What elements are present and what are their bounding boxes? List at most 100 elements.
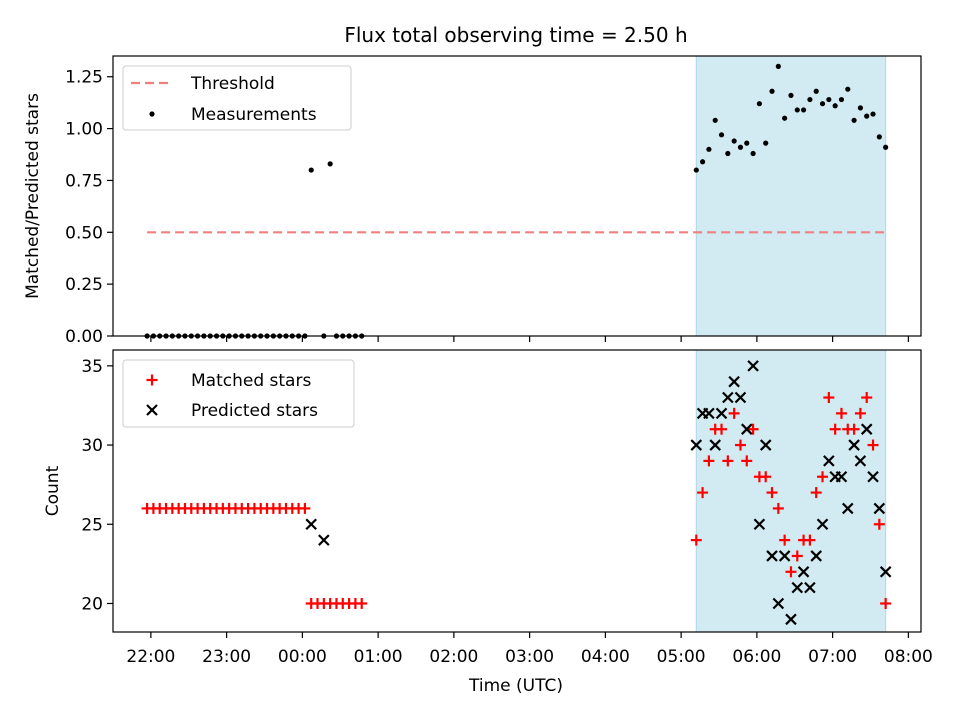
matched-star-point [861,392,873,404]
measurement-point [763,140,769,146]
measurement-point [731,138,737,144]
matched-star-point [848,423,860,435]
measurement-point [845,86,851,92]
predicted-star-point [772,597,785,610]
x-tick-label: 23:00 [202,647,251,667]
legend-predicted-label: Predicted stars [191,401,318,421]
predicted-star-point [816,518,829,531]
matched-star-point [829,423,841,435]
predicted-star-point [879,566,892,578]
measurement-point [851,117,857,123]
measurement-point [794,107,800,113]
predicted-star-point [753,518,766,531]
matched-star-point [356,597,368,609]
x-tick-label: 03:00 [505,647,554,667]
measurements-series [144,63,889,339]
matched-star-point [823,392,835,404]
measurement-point [308,167,314,173]
measurement-point [864,113,870,119]
y-tick-label: 0.50 [65,223,103,243]
measurement-point [883,144,889,150]
legend-box [122,65,352,131]
predicted-star-point [722,391,734,404]
matched-star-point [299,502,311,514]
predicted-star-point [810,550,822,562]
matched-star-point [791,550,803,562]
observing-span-shade [695,349,887,633]
matched-star-point [747,423,759,435]
predicted-star-point [709,439,721,451]
matched-star-point [880,597,892,609]
matched-star-point [867,439,879,451]
predicted-star-point [791,581,804,594]
predicted-star-point [785,613,797,626]
chart-title: Flux total observing time = 2.50 h [344,23,687,47]
matched-star-point [854,407,866,419]
y-tick-label: 30 [81,436,103,456]
legend-box [122,359,355,428]
count-series [141,360,892,626]
measurement-point [327,161,333,167]
predicted-star-point [797,566,810,578]
count-y-label: Count [43,465,63,516]
predicted-star-point [848,439,860,451]
legend-predicted-swatch [146,404,158,416]
matched-star-point [804,534,816,546]
x-tick-label: 07:00 [808,647,857,667]
predicted-star-point [778,550,791,562]
measurement-point [813,88,819,94]
x-tick-label: 01:00 [354,647,403,667]
y-tick-label: 1.00 [65,120,103,140]
x-tick-label: 05:00 [657,647,706,667]
matched-star-point [873,518,885,530]
predicted-star-point [715,407,728,420]
count-panel-frame [112,349,922,633]
y-tick-label: 25 [81,515,103,535]
matched-star-point [722,455,734,467]
measurement-point [769,88,775,94]
predicted-star-point [318,534,330,546]
count-panel: 20 25 30 35 22:00 23:00 00:00 01:00 02:00 03:00 0… [43,349,933,667]
measurement-point [788,92,794,99]
measurement-point [718,132,725,138]
measurement-point [819,101,826,107]
legend-matched-swatch [146,374,158,386]
x-tick-label: 22:00 [126,647,175,667]
predicted-star-point [747,360,759,372]
predicted-star-point [835,470,848,483]
measurement-point [782,115,788,121]
measurement-point [699,159,706,165]
predicted-star-point [728,375,740,388]
predicted-star-point [766,550,778,562]
matched-star-point [772,502,784,514]
measurement-point [838,96,845,103]
predicted-star-point [804,581,816,594]
predicted-star-point [860,423,873,435]
x-tick-label: 02:00 [429,647,478,667]
matched-star-point [810,487,822,499]
matched-star-point [716,423,728,435]
matched-star-point [690,534,702,546]
x-tick-label: 00:00 [278,647,327,667]
measurement-point [706,146,712,152]
matched-star-point [766,487,778,499]
measurement-point [775,63,781,69]
measurement-point [712,117,718,123]
predicted-star-point [759,439,772,451]
ratio-y-label: Matched/Predicted stars [23,93,43,299]
matched-star-point [697,487,709,499]
matched-star-point [734,439,746,451]
y-tick-label: 0.00 [65,327,103,347]
measurement-point [807,96,813,103]
matched-star-point [703,455,715,467]
measurement-point [870,111,876,117]
measurement-point [693,167,699,173]
legend-measurements-swatch [149,111,155,117]
measurement-point [800,107,807,113]
matched-star-point [779,534,791,546]
ratio-legend: Threshold Measurements [122,65,352,131]
measurement-point [876,134,882,140]
matched-star-point [835,407,847,419]
predicted-star-point [873,502,886,515]
